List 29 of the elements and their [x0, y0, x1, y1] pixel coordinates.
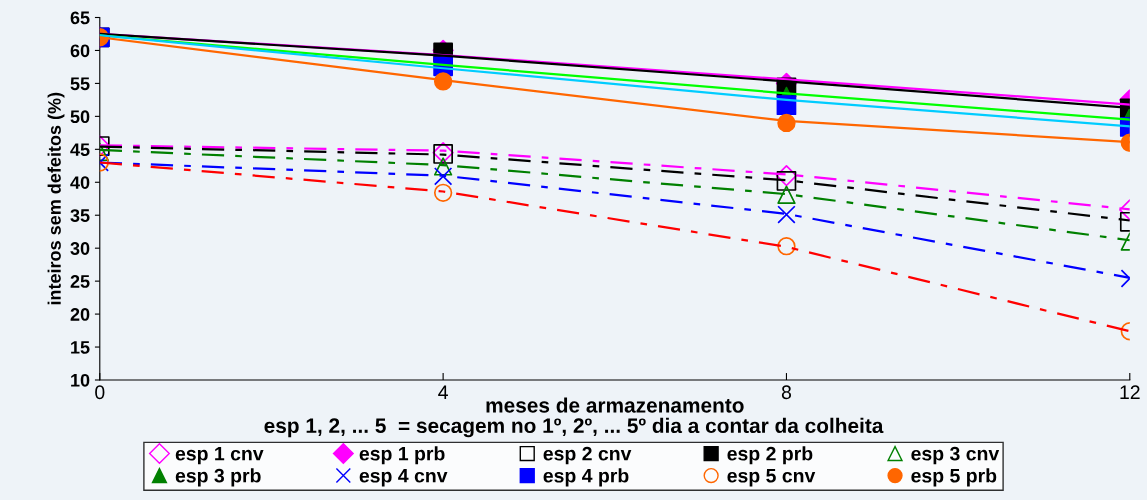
y-tick-label: 35	[70, 209, 90, 222]
y-tick-label: 40	[70, 176, 90, 189]
y-tick-label: 45	[70, 143, 90, 157]
x-tick-label: 12	[1120, 385, 1140, 399]
y-tick-label: 60	[70, 44, 90, 58]
y-tick-label: 30	[70, 242, 90, 255]
legend-label: esp 1 cnv	[175, 446, 264, 465]
y-tick-label: 15	[71, 341, 90, 354]
y-tick-label: 20	[70, 308, 90, 321]
y-tick-label: 25	[70, 275, 90, 288]
y-tick-label: 50	[70, 110, 90, 124]
y-axis-title: inteiros sem defeitos (%)	[47, 92, 65, 305]
x-tick-label: 4	[438, 385, 448, 399]
x-axis-title: meses de armazenamento	[486, 397, 744, 413]
x-tick-label: 0	[95, 385, 105, 400]
x-tick-label: 8	[781, 385, 792, 400]
legend-label: esp 2 prb	[727, 446, 813, 465]
text: esp 1, 2, ... 5 = secagem no 1º, 2º, ... 5º dia a contar da colheita	[264, 417, 884, 438]
legend-label: esp 5 prb	[911, 468, 997, 487]
legend-label: esp 2 cnv	[543, 446, 632, 465]
legend-label: esp 3 cnv	[911, 446, 1000, 465]
legend-label: esp 4 cnv	[359, 468, 448, 487]
legend-label: esp 5 cnv	[727, 468, 816, 487]
legend-label: esp 3 prb	[175, 468, 261, 487]
legend-label: esp 4 prb	[543, 468, 629, 487]
legend-label: esp 1 prb	[359, 446, 445, 465]
y-tick-label: 65	[70, 11, 90, 25]
y-tick-label: 55	[70, 77, 90, 91]
y-tick-label: 10	[71, 373, 90, 387]
